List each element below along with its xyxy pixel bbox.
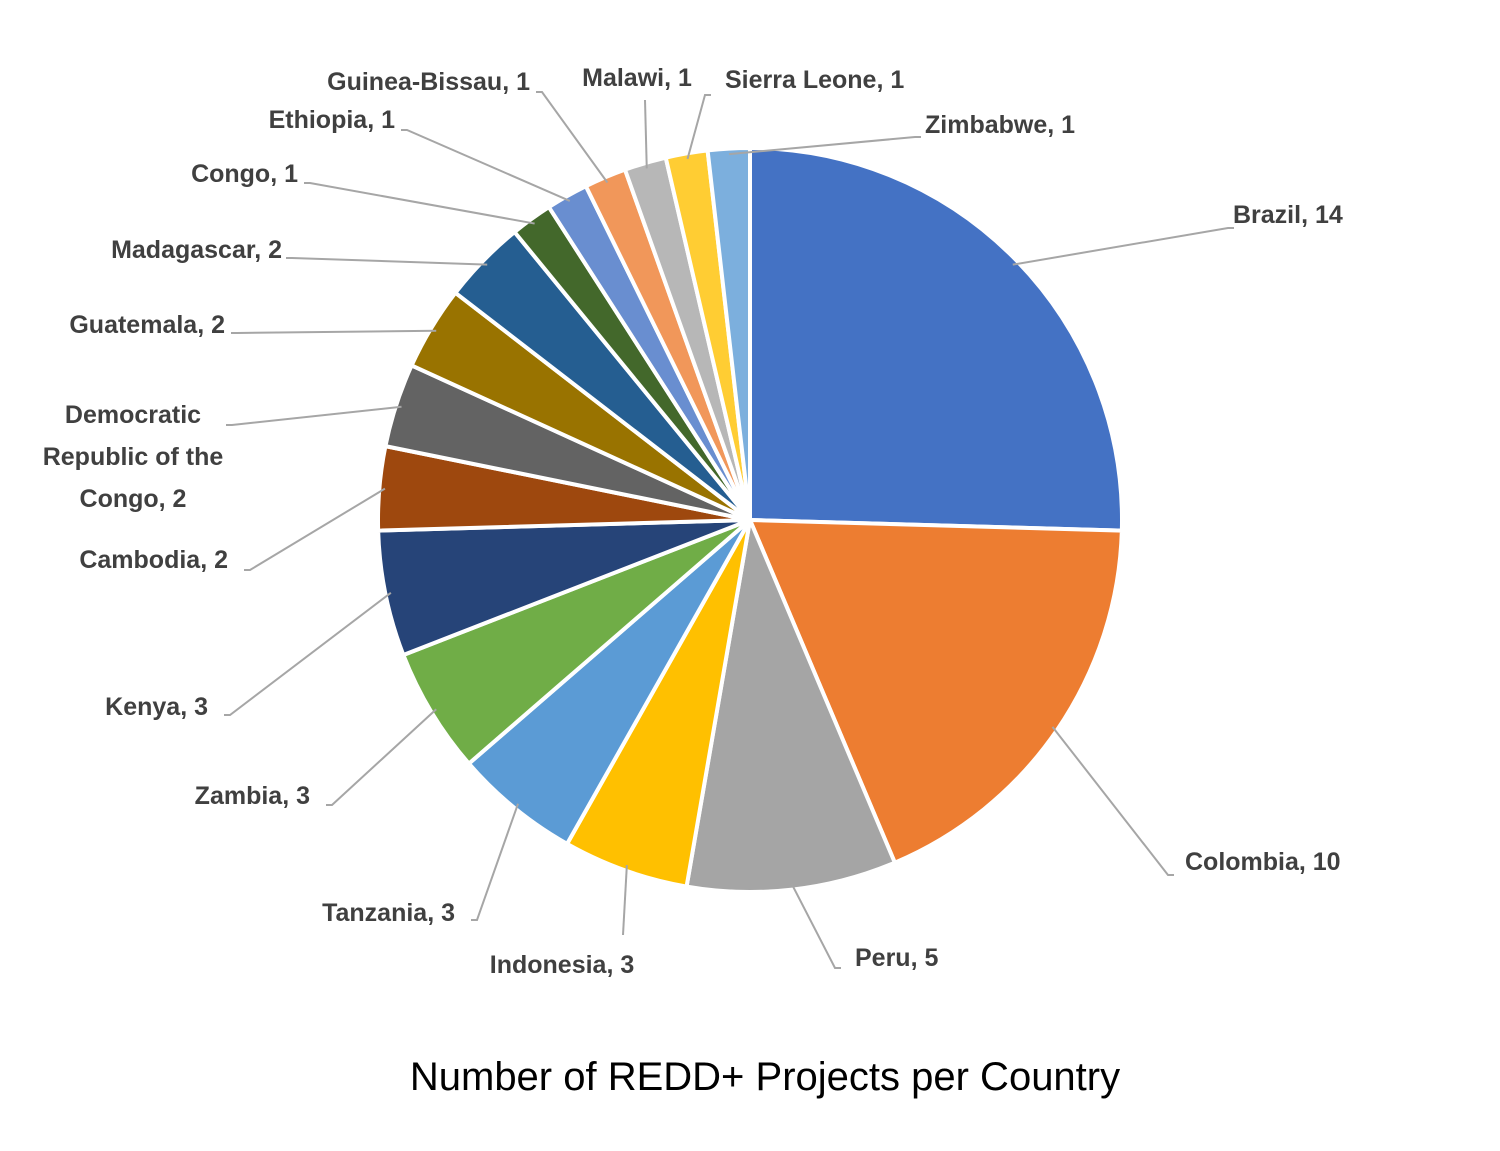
leader-line bbox=[622, 865, 628, 936]
data-label: Madagascar, 2 bbox=[111, 236, 282, 264]
data-label: Zambia, 3 bbox=[194, 782, 310, 810]
leader-line bbox=[1051, 726, 1174, 876]
leader-line bbox=[244, 487, 386, 571]
data-label: Malawi, 1 bbox=[582, 64, 692, 92]
data-label: Sierra Leone, 1 bbox=[725, 66, 905, 94]
leader-line bbox=[728, 136, 921, 156]
pie-slice bbox=[684, 518, 897, 894]
leader-line bbox=[536, 91, 609, 184]
data-label: Democratic Republic of the Congo, 2 bbox=[42, 401, 224, 513]
data-label: Indonesia, 3 bbox=[489, 951, 635, 979]
chart-title: Number of REDD+ Projects per Country bbox=[409, 1055, 1121, 1099]
data-label: Cambodia, 2 bbox=[79, 546, 228, 574]
data-label: Tanzania, 3 bbox=[322, 899, 455, 927]
data-label: Peru, 5 bbox=[855, 944, 939, 972]
data-label: Guinea-Bissau, 1 bbox=[327, 68, 530, 96]
leader-line bbox=[226, 405, 402, 426]
pie-slice bbox=[705, 146, 752, 522]
data-label: Congo, 1 bbox=[191, 160, 298, 188]
leader-line bbox=[686, 94, 711, 160]
data-label: Zimbabwe, 1 bbox=[925, 111, 1076, 139]
leader-line bbox=[231, 329, 437, 334]
data-label: Brazil, 14 bbox=[1233, 201, 1343, 229]
leader-line bbox=[644, 99, 648, 169]
data-label: Colombia, 10 bbox=[1185, 848, 1341, 876]
leader-line bbox=[224, 591, 392, 716]
leader-line bbox=[326, 708, 437, 806]
data-label: Guatemala, 2 bbox=[69, 311, 225, 339]
leader-line bbox=[1012, 227, 1234, 266]
leader-line bbox=[790, 883, 841, 969]
data-label: Ethiopia, 1 bbox=[268, 106, 395, 134]
leader-line bbox=[401, 129, 571, 202]
leader-line bbox=[286, 257, 488, 266]
pie-slice bbox=[748, 146, 1124, 533]
leader-line bbox=[304, 182, 535, 225]
data-label: Kenya, 3 bbox=[105, 693, 208, 721]
leader-line bbox=[471, 803, 519, 921]
pie-slice bbox=[748, 518, 1124, 865]
